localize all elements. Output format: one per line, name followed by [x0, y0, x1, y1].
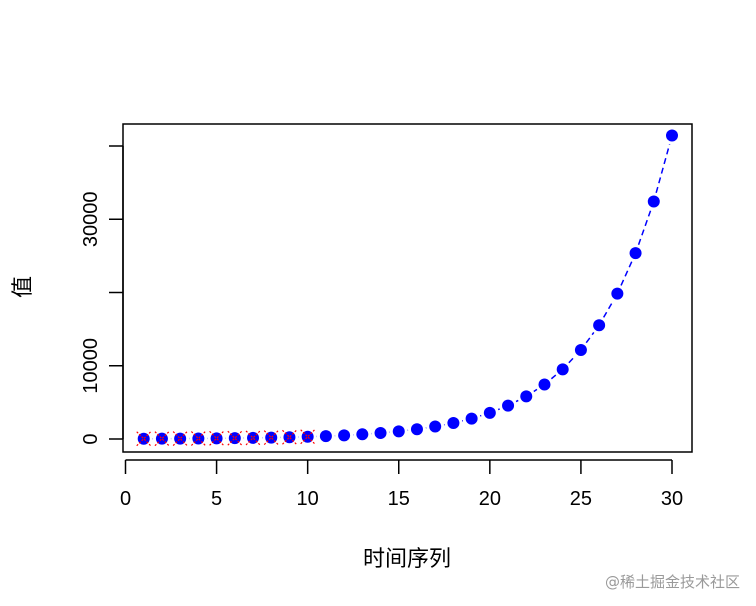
- y-axis: 0 10000 30000: [80, 145, 124, 445]
- data-point: [502, 399, 515, 412]
- x-axis-title: 时间序列: [363, 547, 451, 572]
- x-tick-label: 0: [120, 488, 131, 510]
- watermark: @稀土掘金技术社区: [604, 573, 740, 591]
- data-point: [447, 417, 460, 430]
- data-point: [666, 129, 678, 142]
- x-tick-label: 25: [570, 488, 592, 510]
- data-point: [410, 423, 423, 436]
- data-point: [647, 195, 660, 208]
- plot-frame: [122, 123, 693, 453]
- data-point: [483, 406, 496, 419]
- data-point: [629, 247, 642, 260]
- data-point: [574, 343, 587, 356]
- data-point: [319, 430, 332, 443]
- x-axis: 0 5 10 15 20 25 30: [120, 459, 683, 510]
- y-axis-title: 值: [11, 276, 36, 298]
- x-tick-label: 10: [297, 488, 319, 510]
- data-point: [392, 425, 405, 438]
- data-point: [538, 378, 551, 391]
- data-point: [465, 412, 478, 425]
- data-point: [338, 429, 351, 442]
- data-point: [429, 420, 442, 433]
- series-points: [137, 129, 678, 445]
- y-tick-label: 10000: [80, 338, 102, 394]
- data-point: [556, 363, 569, 376]
- series-line: [152, 143, 671, 440]
- x-tick-label: 30: [661, 488, 683, 510]
- data-point: [374, 427, 387, 440]
- x-tick-label: 15: [388, 488, 410, 510]
- x-tick-label: 5: [211, 488, 222, 510]
- data-point: [593, 319, 606, 332]
- data-point: [356, 428, 369, 441]
- y-tick-label: 30000: [80, 191, 102, 247]
- y-tick-label: 0: [80, 433, 102, 444]
- data-point: [520, 390, 533, 403]
- data-point: [611, 287, 624, 300]
- x-tick-label: 20: [479, 488, 501, 510]
